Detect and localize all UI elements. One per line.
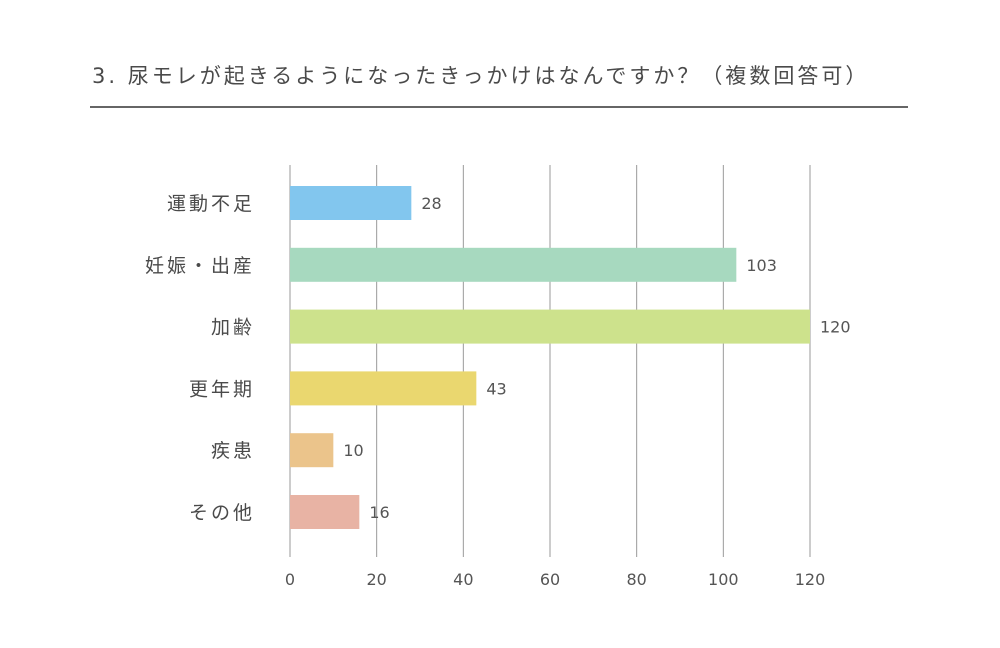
data-label: 28	[421, 194, 441, 213]
x-tick-label: 120	[795, 570, 826, 589]
x-tick-label: 40	[453, 570, 473, 589]
category-label: 運動不足	[167, 193, 255, 215]
data-label: 10	[343, 441, 363, 460]
bar	[290, 371, 477, 406]
x-tick-label: 80	[626, 570, 646, 589]
x-tick-label: 0	[285, 570, 295, 589]
bar	[290, 247, 737, 282]
data-label: 16	[369, 503, 389, 522]
x-tick-label: 100	[708, 570, 739, 589]
bar	[290, 186, 412, 220]
category-label: 疾患	[211, 440, 255, 462]
category-label: その他	[189, 502, 255, 524]
data-label: 103	[746, 256, 777, 275]
bar	[290, 433, 334, 468]
x-tick-label: 60	[540, 570, 560, 589]
bar	[290, 495, 360, 529]
bar	[290, 309, 810, 344]
data-label: 120	[820, 318, 851, 337]
category-label: 更年期	[189, 378, 255, 400]
x-tick-label: 20	[366, 570, 386, 589]
data-label: 43	[486, 379, 506, 398]
title-underline	[90, 106, 908, 108]
chart-title: 3. 尿モレが起きるようになったきっかけはなんですか？（複数回答可）	[92, 64, 870, 88]
category-label: 加齢	[211, 317, 255, 339]
category-label: 妊娠・出産	[145, 255, 255, 277]
